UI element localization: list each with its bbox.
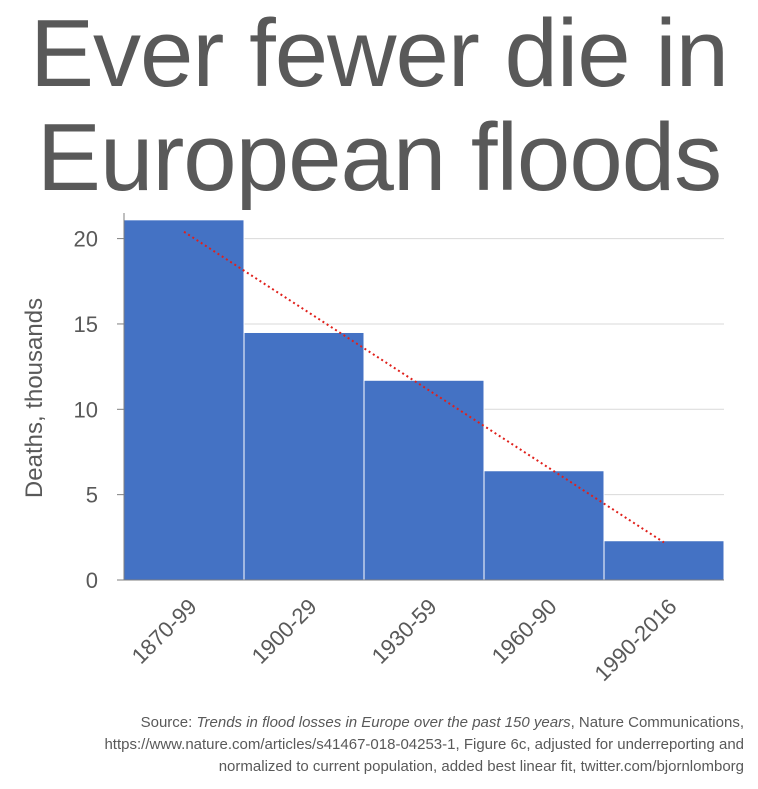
x-tick-labels: 1870-99 1900-29 1930-59 1960-90 1990-2016	[127, 594, 682, 686]
trendline-group	[183, 230, 665, 544]
x-tick-label: 1960-90	[487, 594, 562, 669]
source-prefix: Source:	[140, 714, 197, 731]
y-tick-label: 10	[74, 397, 98, 422]
y-axis-label: Deaths, thousands	[21, 298, 48, 498]
x-tick-label: 1990-2016	[589, 594, 681, 686]
chart-title-line-1: Ever fewer die in	[30, 0, 729, 107]
bar-1930-59	[363, 379, 485, 581]
bar-1990-2016	[603, 540, 725, 581]
y-tick-label: 20	[74, 227, 98, 252]
x-tick-label: 1930-59	[367, 594, 442, 669]
bar-1960-90	[483, 470, 605, 581]
chart-title-line-2: European floods	[36, 104, 722, 211]
source-url: https://www.nature.com/articles/s41467-0…	[104, 736, 744, 753]
bars	[123, 219, 725, 581]
bar-1870-99	[123, 219, 245, 581]
y-tick-label: 5	[86, 483, 98, 508]
x-tick-label: 1870-99	[127, 594, 202, 669]
trendline	[183, 230, 665, 544]
x-tick-label: 1900-29	[247, 594, 322, 669]
source-note: Source: Trends in flood losses in Europe…	[4, 712, 744, 778]
bar-1900-29	[243, 331, 365, 581]
source-journal: , Nature Communications,	[570, 714, 744, 731]
y-tick-label: 15	[74, 312, 98, 337]
source-paper-title: Trends in flood losses in Europe over th…	[196, 714, 571, 731]
axes	[117, 213, 724, 581]
y-tick-labels: 0 5 10 15 20	[74, 227, 98, 593]
y-tick-label: 0	[86, 568, 98, 593]
source-note-line3: normalized to current population, added …	[218, 758, 744, 775]
